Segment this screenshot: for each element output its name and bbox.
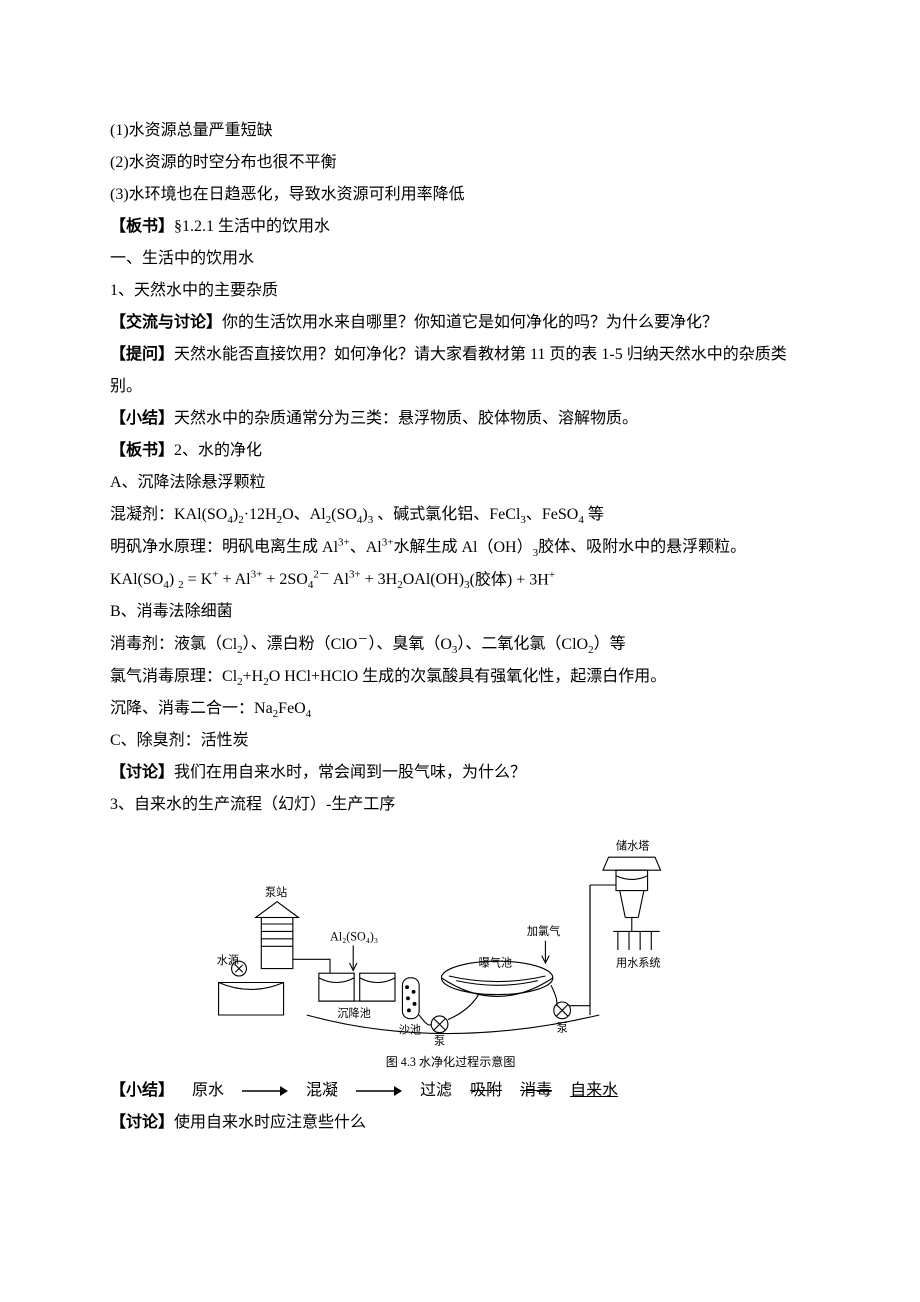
subheading: 1、天然水中的主要杂质 [110,275,810,307]
text: 你的生活饮用水来自哪里？你知道它是如何净化的吗？为什么要净化？ [222,314,718,331]
coagulant-line: 混凝剂：KAl(SO4)2·12H2O、Al2(SO4)3 、碱式氯化铝、FeC… [110,499,810,531]
item-c: C、除臭剂：活性炭 [110,725,810,757]
text: 天然水能否直接饮用？如何净化？请大家看教材第 11 页的表 1-5 归纳天然水中… [110,346,787,395]
formula: ClO2 [561,636,593,653]
flow-step: 吸附 [470,1075,502,1107]
heading: 一、生活中的饮用水 [110,243,810,275]
figure-svg: 水源 泵站 Al₂(SO₄)₃ 沉降池 [200,829,720,1071]
text: O HCl+HClO 生成的次氯酸具有强氧化性，起漂白作用。 [269,668,666,685]
arrow-icon [356,1085,402,1097]
water-purification-figure: 水源 泵站 Al₂(SO₄)₃ 沉降池 [110,829,810,1071]
formula: KAl(SO4) 2 = K+ + Al3+ + 2SO42－ Al3+ + 3… [110,571,470,588]
formula: O3 [440,636,457,653]
figure-caption: 图 4.3 水净化过程示意图 [386,1054,516,1069]
label-discuss: 【交流与讨论】 [110,314,222,331]
svg-text:泵站: 泵站 [265,885,287,899]
label-summary: 【小结】 [110,1075,174,1107]
svg-text:Al₂(SO₄)₃: Al₂(SO₄)₃ [330,930,378,944]
label-summary: 【小结】 [110,410,174,427]
svg-text:曝气池: 曝气池 [479,956,512,970]
disinfectant-line: 消毒剂：液氯（Cl2）、漂白粉（ClO－）、臭氧（O3）、二氧化氯（ClO2）等 [110,628,810,661]
label-board: 【板书】 [110,218,174,235]
formula: FeCl3、FeSO4 [489,506,584,523]
formula: ClO－ [331,636,369,653]
na2feo4-line: 沉降、消毒二合一：Na2FeO4 [110,693,810,725]
text: 、碱式氯化铝、 [373,506,489,523]
label-discuss: 【讨论】 [110,1114,174,1131]
svg-text:沙池: 沙池 [399,1024,421,1037]
question-line: 【提问】天然水能否直接饮用？如何净化？请大家看教材第 11 页的表 1-5 归纳… [110,339,810,403]
subheading: 3、自来水的生产流程（幻灯）-生产工序 [110,789,810,821]
text: (胶体) + 3H [470,571,549,588]
formula: + [549,569,555,581]
document-page: (1)水资源总量严重短缺 (2)水资源的时空分布也很不平衡 (3)水环境也在日趋… [0,0,920,1302]
text: ）、臭氧（ [368,636,440,653]
svg-text:加氯气: 加氯气 [527,924,560,938]
text: 天然水中的杂质通常分为三类：悬浮物质、胶体物质、溶解物质。 [174,410,638,427]
svg-text:用水系统: 用水系统 [616,957,661,970]
text: 水解生成 [393,539,461,556]
flow-step: 自来水 [570,1075,618,1107]
svg-text:储水塔: 储水塔 [616,839,649,853]
item-b: B、消毒法除细菌 [110,596,810,628]
text: 胶体、吸附水中的悬浮颗粒。 [538,539,746,556]
alum-principle: 明矾净水原理：明矾电离生成 Al3+、Al3+水解生成 Al（OH）3胶体、吸附… [110,531,810,564]
text: 等 [584,506,604,523]
board-line: 【板书】2、水的净化 [110,435,810,467]
svg-text:泵: 泵 [434,1035,445,1048]
paragraph: (3)水环境也在日趋恶化，导致水资源可利用率降低 [110,179,810,211]
label-question: 【提问】 [110,346,174,363]
svg-text:水源: 水源 [217,953,239,967]
text: §1.2.1 生活中的饮用水 [174,218,330,235]
formula: Na2FeO4 [254,700,311,717]
label-discuss: 【讨论】 [110,764,174,781]
arrow-icon [242,1085,288,1097]
label-board: 【板书】 [110,442,174,459]
text: 消毒剂：液氯（ [110,636,222,653]
discuss-line: 【讨论】我们在用自来水时，常会闻到一股气味，为什么？ [110,757,810,789]
formula: Al3+、Al3+ [322,539,393,556]
svg-text:沉降池: 沉降池 [337,1006,370,1020]
flow-step: 混凝 [306,1075,338,1107]
text: ）、漂白粉（ [243,636,331,653]
equation-line: KAl(SO4) 2 = K+ + Al3+ + 2SO42－ Al3+ + 3… [110,564,810,597]
board-line: 【板书】§1.2.1 生活中的饮用水 [110,211,810,243]
cl-principle-line: 氯气消毒原理：Cl2+H2O HCl+HClO 生成的次氯酸具有强氧化性，起漂白… [110,661,810,693]
summary-flow: 【小结】 原水 混凝 过滤 吸附 消毒 自来水 [110,1075,810,1107]
summary-line: 【小结】天然水中的杂质通常分为三类：悬浮物质、胶体物质、溶解物质。 [110,403,810,435]
formula: Cl2+H2 [222,668,269,685]
text: 我们在用自来水时，常会闻到一股气味，为什么？ [174,764,526,781]
text: ）等 [594,636,626,653]
flow-step: 原水 [192,1075,224,1107]
text: ）、二氧化氯（ [457,636,561,653]
formula: Al（OH）3 [461,539,538,556]
discuss-line: 【讨论】使用自来水时应注意些什么 [110,1107,810,1139]
text: 明矾净水原理：明矾电离生成 [110,539,322,556]
paragraph: (1)水资源总量严重短缺 [110,115,810,147]
discuss-line: 【交流与讨论】你的生活饮用水来自哪里？你知道它是如何净化的吗？为什么要净化？ [110,307,810,339]
paragraph: (2)水资源的时空分布也很不平衡 [110,147,810,179]
formula: KAl(SO4)2·12H2O、Al2(SO4)3 [174,506,373,523]
text: 氯气消毒原理： [110,668,222,685]
text: 使用自来水时应注意些什么 [174,1114,366,1131]
text: 2、水的净化 [174,442,262,459]
item-a: A、沉降法除悬浮颗粒 [110,467,810,499]
text: 沉降、消毒二合一： [110,700,254,717]
prefix: 混凝剂： [110,506,174,523]
formula: Cl2 [222,636,243,653]
flow-step: 消毒 [520,1075,552,1107]
flow-step: 过滤 [420,1075,452,1107]
